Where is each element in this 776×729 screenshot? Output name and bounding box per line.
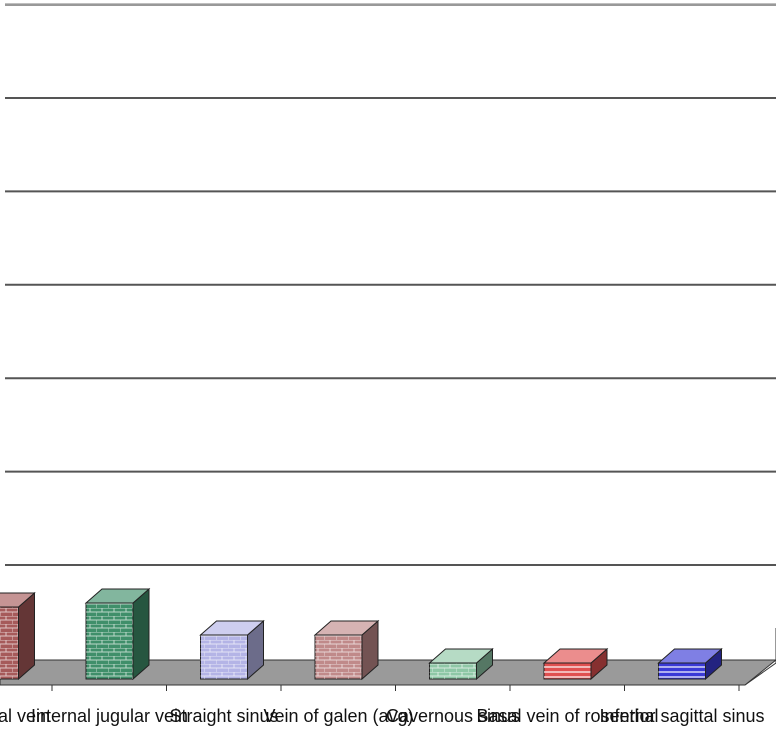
x-tick-label: Inferior sagittal sinus — [599, 706, 764, 726]
x-tick-label: Vein of galen (avg) — [263, 706, 413, 726]
bar — [313, 619, 380, 681]
x-axis-ticks — [0, 684, 745, 691]
x-tick-label: Basal vein of rosenthal — [476, 706, 658, 726]
bar — [199, 619, 265, 681]
x-tick-label: Vertebral vein — [0, 706, 50, 726]
bar — [428, 647, 494, 681]
bar — [542, 647, 609, 681]
x-tick-label: Cavernous sinus — [386, 706, 520, 726]
x-tick-label: Internal jugular vein — [31, 706, 188, 726]
bar — [84, 587, 151, 681]
bar — [657, 647, 723, 681]
bars — [0, 587, 723, 681]
gridlines — [5, 3, 776, 686]
bar — [0, 591, 36, 681]
x-tick-label: Straight sinus — [169, 706, 278, 726]
